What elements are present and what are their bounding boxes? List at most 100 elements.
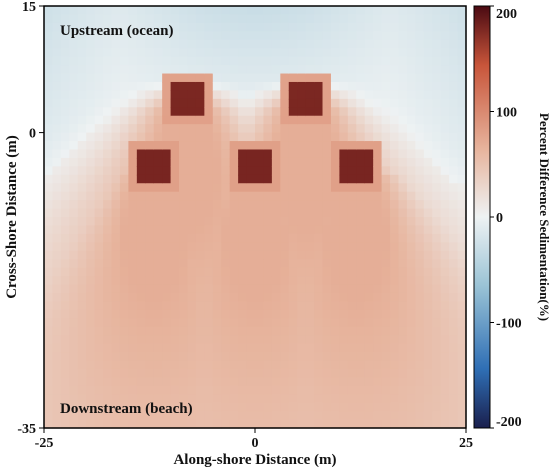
- heatmap-cell: [153, 98, 163, 108]
- heatmap-cell: [297, 217, 307, 227]
- heatmap-cell: [457, 22, 467, 32]
- heatmap-cell: [86, 48, 96, 58]
- heatmap-cell: [390, 402, 400, 412]
- heatmap-cell: [356, 174, 366, 184]
- heatmap-cell: [330, 200, 340, 210]
- heatmap-cell: [398, 368, 408, 378]
- heatmap-cell: [162, 377, 172, 387]
- heatmap-cell: [246, 81, 256, 91]
- heatmap-cell: [179, 98, 189, 108]
- heatmap-cell: [238, 352, 248, 362]
- heatmap-cell: [263, 90, 273, 100]
- heatmap-cell: [423, 326, 433, 336]
- heatmap-cell: [86, 318, 96, 328]
- heatmap-cell: [305, 174, 315, 184]
- heatmap-cell: [356, 284, 366, 294]
- heatmap-cell: [432, 200, 442, 210]
- heatmap-cell: [356, 22, 366, 32]
- heatmap-cell: [229, 157, 239, 167]
- heatmap-cell: [271, 276, 281, 286]
- heatmap-cell: [322, 174, 332, 184]
- heatmap-cell: [52, 132, 62, 142]
- heatmap-cell: [381, 132, 391, 142]
- heatmap-cell: [280, 352, 290, 362]
- heatmap-cell: [52, 81, 62, 91]
- heatmap-cell: [77, 48, 87, 58]
- heatmap-cell: [119, 191, 129, 201]
- heatmap-cell: [322, 225, 332, 235]
- heatmap-cell: [162, 166, 172, 176]
- heatmap-cell: [136, 90, 146, 100]
- heatmap-cell: [390, 65, 400, 75]
- heatmap-cell: [77, 267, 87, 277]
- heatmap-cell: [238, 250, 248, 260]
- heatmap-cell: [86, 217, 96, 227]
- heatmap-cell: [280, 90, 290, 100]
- heatmap-cell: [94, 225, 104, 235]
- heatmap-cell: [330, 166, 340, 176]
- heatmap-cell: [314, 352, 324, 362]
- heatmap-cell: [406, 22, 416, 32]
- heatmap-cell: [246, 124, 256, 134]
- heatmap-cell: [86, 292, 96, 302]
- heatmap-cell: [221, 22, 231, 32]
- heatmap-cell: [449, 368, 459, 378]
- heatmap-cell: [390, 233, 400, 243]
- heatmap-cell: [103, 402, 113, 412]
- heatmap-cell: [457, 250, 467, 260]
- heatmap-cell: [195, 242, 205, 252]
- heatmap-cell: [390, 360, 400, 370]
- heatmap-cell: [238, 242, 248, 252]
- heatmap-cell: [212, 174, 222, 184]
- heatmap-cell: [77, 124, 87, 134]
- heatmap-cell: [86, 107, 96, 117]
- heatmap-cell: [390, 352, 400, 362]
- heatmap-cell: [415, 394, 425, 404]
- heatmap-cell: [347, 394, 357, 404]
- heatmap-cell: [339, 419, 349, 429]
- heatmap-cell: [212, 394, 222, 404]
- heatmap-cell: [297, 259, 307, 269]
- heatmap-cell: [246, 141, 256, 151]
- heatmap-cell: [238, 14, 248, 24]
- heatmap-cell: [153, 318, 163, 328]
- heatmap-cell: [86, 200, 96, 210]
- heatmap-cell: [162, 149, 172, 159]
- heatmap-cell: [440, 48, 450, 58]
- heatmap-cell: [322, 166, 332, 176]
- heatmap-cell: [86, 385, 96, 395]
- heatmap-cell: [128, 419, 138, 429]
- heatmap-cell: [94, 73, 104, 83]
- heatmap-cell: [128, 174, 138, 184]
- heatmap-cell: [449, 166, 459, 176]
- heatmap-cell: [347, 309, 357, 319]
- heatmap-cell: [398, 309, 408, 319]
- heatmap-cell: [330, 377, 340, 387]
- heatmap-cell: [280, 225, 290, 235]
- heatmap-cell: [339, 402, 349, 412]
- heatmap-cell: [297, 149, 307, 159]
- heatmap-cell: [255, 48, 265, 58]
- heatmap-cell: [246, 394, 256, 404]
- heatmap-cell: [77, 217, 87, 227]
- heatmap-cell: [212, 352, 222, 362]
- heatmap-cell: [347, 267, 357, 277]
- heatmap-cell: [204, 233, 214, 243]
- heatmap-cell: [136, 174, 146, 184]
- heatmap-cell: [373, 233, 383, 243]
- heatmap-cell: [111, 394, 121, 404]
- heatmap-cell: [60, 335, 70, 345]
- x-axis-ticks: -25 0 25: [35, 428, 473, 451]
- heatmap-cell: [263, 335, 273, 345]
- heatmap-cell: [398, 233, 408, 243]
- heatmap-cell: [330, 335, 340, 345]
- heatmap-cell: [238, 98, 248, 108]
- heatmap-cell: [204, 335, 214, 345]
- heatmap-cell: [246, 191, 256, 201]
- heatmap-cell: [52, 411, 62, 421]
- heatmap-cell: [322, 292, 332, 302]
- y-axis-ticks: 150-35: [17, 0, 44, 437]
- heatmap-cell: [111, 411, 121, 421]
- heatmap-cell: [94, 22, 104, 32]
- heatmap-cell: [136, 233, 146, 243]
